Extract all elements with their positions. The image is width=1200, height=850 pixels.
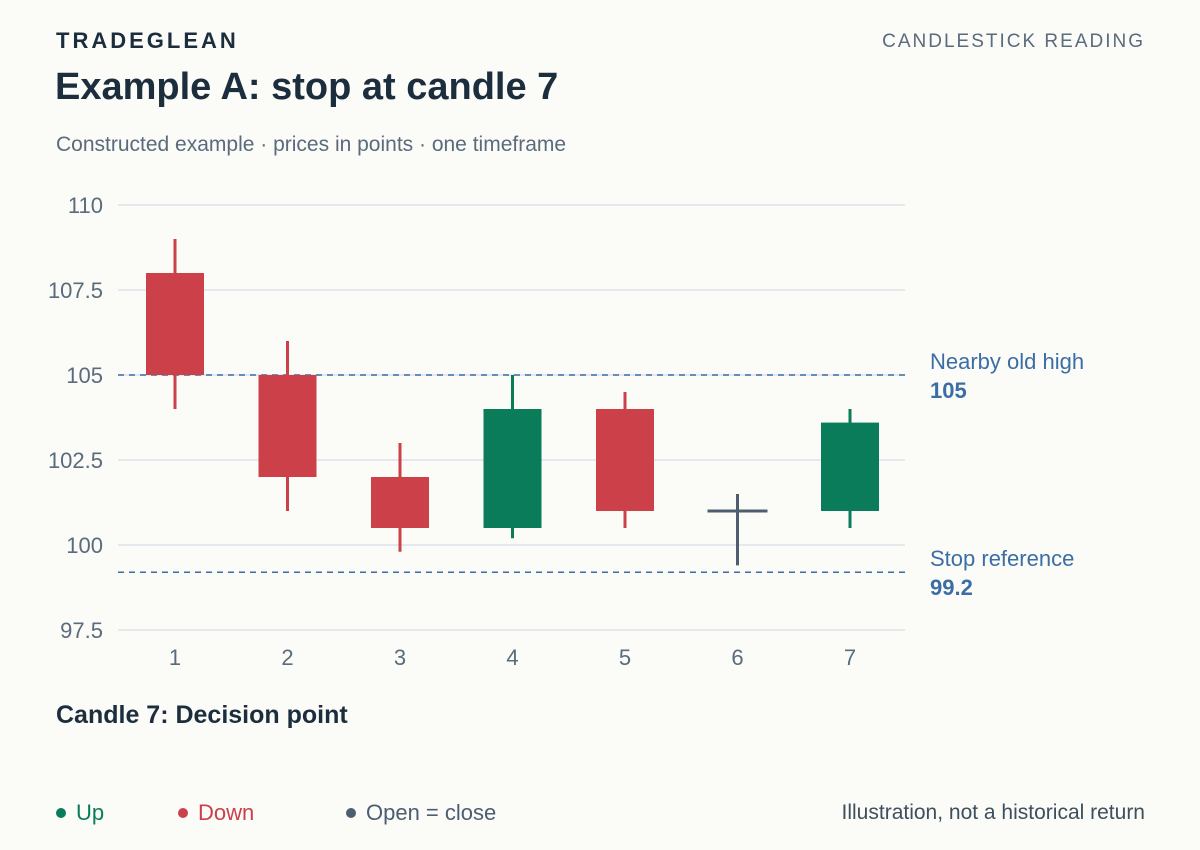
reference-line-label: Nearby old high <box>930 349 1084 374</box>
x-tick-label: 5 <box>619 645 631 670</box>
x-tick-label: 1 <box>169 645 181 670</box>
x-tick-label: 2 <box>281 645 293 670</box>
candle-body <box>146 273 204 375</box>
y-tick-label: 97.5 <box>60 618 103 643</box>
page-title: Example A: stop at candle 7 <box>55 66 559 108</box>
section-kicker: CANDLESTICK READING <box>882 31 1145 52</box>
legend-dot-down <box>178 808 188 818</box>
y-tick-label: 102.5 <box>48 448 103 473</box>
legend-item-flat: Open = close <box>346 800 496 826</box>
legend-item-down: Down <box>178 800 254 826</box>
candle-body <box>258 375 317 477</box>
candle-body <box>371 477 429 528</box>
legend-label-down: Down <box>198 800 255 825</box>
reference-line-value: 105 <box>930 378 967 403</box>
brand-logo-text: TRADEGLEAN <box>56 28 239 53</box>
candle-body <box>821 422 879 511</box>
candle-body <box>483 409 542 528</box>
legend-label-flat: Open = close <box>366 800 497 825</box>
legend-dot-flat <box>346 808 356 818</box>
disclaimer-note: Illustration, not a historical return <box>841 801 1145 824</box>
candle-body <box>596 409 654 511</box>
legend-item-up: Up <box>56 800 104 826</box>
y-tick-label: 107.5 <box>48 278 103 303</box>
reference-line-value: 99.2 <box>930 575 973 600</box>
reference-line-label: Stop reference <box>930 546 1074 571</box>
page-subtitle: Constructed example · prices in points ·… <box>56 133 567 156</box>
x-tick-label: 3 <box>394 645 406 670</box>
x-tick-label: 7 <box>844 645 856 670</box>
legend-dot-up <box>56 808 66 818</box>
y-tick-label: 100 <box>66 533 103 558</box>
x-tick-label: 4 <box>506 645 518 670</box>
y-tick-label: 110 <box>68 193 103 218</box>
legend-label-up: Up <box>76 800 105 825</box>
x-tick-label: 6 <box>731 645 743 670</box>
chart-caption: Candle 7: Decision point <box>56 701 348 729</box>
y-tick-label: 105 <box>66 363 103 388</box>
